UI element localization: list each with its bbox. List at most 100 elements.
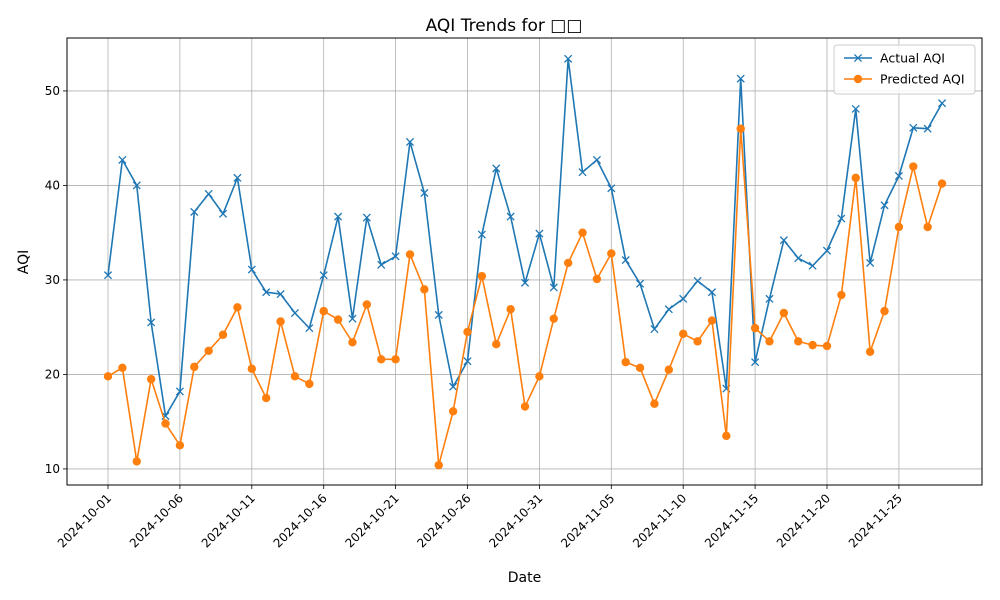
data-point-circle-marker xyxy=(362,300,372,309)
data-point-circle-marker xyxy=(592,274,602,284)
data-point-circle-marker xyxy=(132,457,141,466)
y-tick-label: 20 xyxy=(45,367,60,381)
data-point-x-marker xyxy=(449,382,458,391)
data-point-circle-marker xyxy=(635,363,645,373)
y-tick-label: 40 xyxy=(45,178,60,192)
data-point-x-marker xyxy=(506,212,515,221)
data-point-x-marker xyxy=(578,168,587,177)
data-point-circle-marker xyxy=(894,222,904,232)
data-point-circle-marker xyxy=(578,228,587,237)
data-point-circle-marker xyxy=(779,308,789,318)
data-point-x-marker xyxy=(391,252,400,261)
data-point-circle-marker xyxy=(218,330,228,339)
data-point-x-marker xyxy=(564,54,573,63)
data-point-circle-marker xyxy=(923,222,932,232)
plot-area-frame xyxy=(66,37,983,486)
data-point-circle-marker xyxy=(679,329,688,338)
data-point-x-marker xyxy=(866,258,875,267)
y-axis-ticks: 10 20 30 40 50 xyxy=(45,84,67,476)
data-point-circle-marker xyxy=(664,365,674,374)
data-point-x-marker xyxy=(937,99,947,108)
data-point-circle-marker xyxy=(175,441,185,450)
data-point-x-marker xyxy=(636,279,645,288)
data-point-x-marker xyxy=(808,261,817,270)
chart-title: AQI Trends for □□ xyxy=(426,16,583,36)
data-point-circle-marker xyxy=(693,337,702,346)
y-tick-label: 30 xyxy=(45,273,60,287)
data-point-circle-marker xyxy=(161,419,170,428)
data-point-circle-marker xyxy=(822,341,832,351)
data-point-x-marker xyxy=(736,74,745,83)
data-point-x-marker xyxy=(319,271,328,280)
series-predicted-aqi xyxy=(103,124,947,470)
data-point-x-marker xyxy=(218,209,228,218)
data-point-circle-marker xyxy=(506,305,515,314)
data-point-circle-marker xyxy=(305,379,314,389)
data-point-x-marker xyxy=(880,201,889,210)
legend-swatch-marker xyxy=(853,53,863,63)
data-point-x-marker xyxy=(334,212,343,221)
data-point-circle-marker xyxy=(333,315,343,324)
data-point-x-marker xyxy=(535,229,544,238)
data-point-x-marker xyxy=(233,173,242,182)
data-point-circle-marker xyxy=(204,346,213,356)
data-point-circle-marker xyxy=(276,317,285,326)
data-point-circle-marker xyxy=(909,162,918,171)
data-point-x-marker xyxy=(592,155,601,164)
data-point-circle-marker xyxy=(736,124,745,133)
data-point-x-marker xyxy=(779,236,788,245)
series-layer xyxy=(103,54,947,470)
data-point-x-marker xyxy=(607,184,616,193)
series-actual-aqi xyxy=(103,54,947,421)
data-point-circle-marker xyxy=(434,460,443,470)
data-point-circle-marker xyxy=(391,355,400,364)
data-point-circle-marker xyxy=(563,258,573,268)
data-point-circle-marker xyxy=(377,355,386,364)
data-point-x-marker xyxy=(405,137,415,147)
data-point-x-marker xyxy=(118,155,127,164)
data-point-x-marker xyxy=(837,214,846,223)
data-point-x-marker xyxy=(794,254,803,263)
data-point-x-marker xyxy=(147,318,156,327)
y-axis-title: AQI xyxy=(16,250,32,274)
data-point-x-marker xyxy=(822,246,832,255)
data-point-x-marker xyxy=(420,188,429,198)
data-point-x-marker xyxy=(851,104,860,113)
data-point-circle-marker xyxy=(722,431,731,441)
data-point-x-marker xyxy=(765,294,774,303)
data-point-circle-marker xyxy=(492,339,501,349)
data-point-x-marker xyxy=(751,358,760,367)
data-point-x-marker xyxy=(132,181,141,190)
data-point-x-marker xyxy=(463,357,472,366)
data-point-x-marker xyxy=(477,230,486,239)
legend-item: Predicted AQI xyxy=(844,72,965,87)
data-point-circle-marker xyxy=(420,285,429,294)
data-point-x-marker xyxy=(348,314,357,323)
y-tick-label: 50 xyxy=(45,84,60,98)
data-point-x-marker xyxy=(707,288,717,297)
data-point-circle-marker xyxy=(707,316,717,325)
data-point-circle-marker xyxy=(650,399,659,408)
data-point-circle-marker xyxy=(880,306,889,316)
data-point-circle-marker xyxy=(851,173,860,183)
data-point-x-marker xyxy=(894,171,903,181)
data-point-x-marker xyxy=(262,288,271,297)
data-point-x-marker xyxy=(204,189,213,198)
x-axis-title: Date xyxy=(508,570,541,586)
data-point-circle-marker xyxy=(448,407,458,416)
data-point-x-marker xyxy=(175,387,184,396)
data-point-circle-marker xyxy=(146,374,156,384)
data-point-circle-marker xyxy=(348,338,357,347)
data-point-x-marker xyxy=(520,278,530,287)
y-tick-label: 10 xyxy=(45,462,60,476)
data-point-circle-marker xyxy=(247,364,256,373)
data-point-circle-marker xyxy=(190,362,199,372)
legend: Actual AQI Predicted AQI xyxy=(833,44,976,95)
data-point-x-marker xyxy=(923,124,932,133)
data-point-circle-marker xyxy=(405,250,415,259)
data-point-x-marker xyxy=(362,213,371,222)
data-point-x-marker xyxy=(434,310,443,319)
data-point-circle-marker xyxy=(290,372,300,381)
data-point-circle-marker xyxy=(865,347,875,356)
